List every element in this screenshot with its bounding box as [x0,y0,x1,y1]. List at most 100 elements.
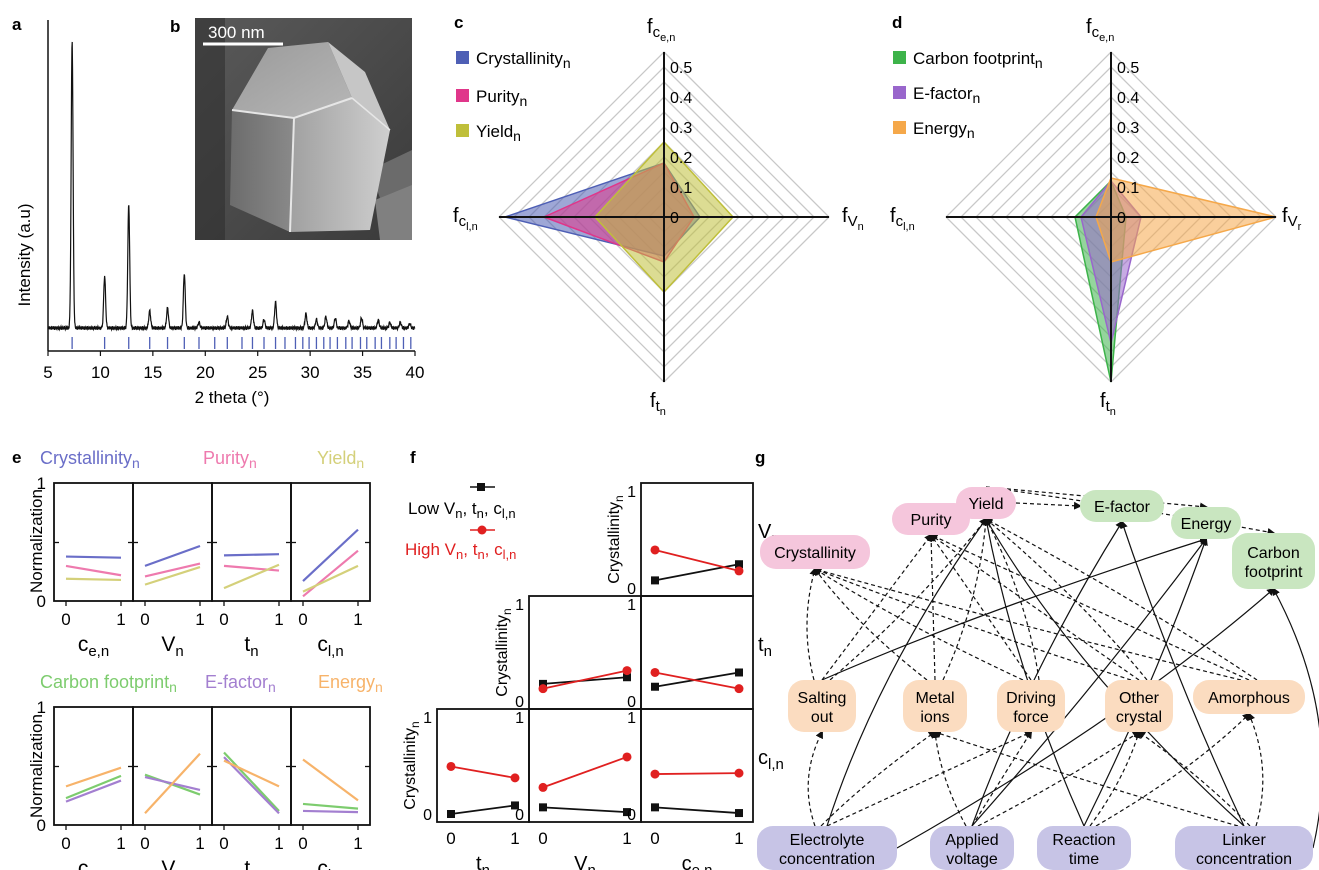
e-title-crystallinity: Crystallinityn [40,448,140,471]
g-node-carbon [1232,533,1315,589]
e-xvar-label: tn [244,633,258,660]
radar-tick-label: 0.1 [670,180,692,197]
f-col-label: tn [476,853,490,870]
radar-c-right-label: fVn [842,205,864,233]
panel-e-grid: 01ce,n01Vn01tn01cl,n0101ce,n01Vn01tn01cl… [37,474,371,870]
g-node-voltage [930,826,1014,870]
f-high-point [734,684,744,694]
e-xtick-label: 1 [274,610,283,629]
e-series-line [302,809,359,814]
a-xtick-label: 30 [301,363,320,382]
g-edge [1095,712,1251,827]
e-series-line [302,549,359,598]
g-node-crystallinity [760,535,870,569]
g-edge [807,730,823,827]
e-series-line [144,544,201,567]
f-high-point [650,667,660,677]
e-series-line [65,564,122,577]
f-xtick-label: 0 [446,829,455,848]
g-node-salting [788,680,856,732]
f-high-point [538,782,548,792]
f-high-point [734,566,744,576]
legend-efactor: E-factorn [913,84,980,106]
e-xtick-label: 1 [195,610,204,629]
g-node-yield [956,487,1016,519]
f-high-point [734,768,744,778]
legend-swatch-purity [456,89,469,102]
panel-c-axis-labels: fce,n fVn ftn fcl,n [453,16,864,418]
e-xtick-label: 0 [140,610,149,629]
g-edge [806,567,818,681]
legend-swatch-efactor [893,86,906,99]
e-xvar-label: ce,n [78,633,109,660]
radar-tick-label: 0.2 [1117,150,1139,167]
e-ytick-label: 0 [37,592,46,611]
g-node-linker [1175,826,1313,870]
f-ytick-label: 0 [423,807,432,824]
g-node-efactor [1080,490,1164,522]
legend-energy: Energyn [913,119,975,141]
legend-swatch-yield [456,124,469,137]
g-node-label-metal: Metal ions [915,690,954,726]
f-high-line [450,765,516,779]
legend-carbon: Carbon footprintn [913,49,1043,71]
e-subplot-frame [211,706,292,826]
e-series-line [302,758,359,802]
panel-g-edges [806,486,1319,849]
f-ytick-label: 0 [515,694,524,711]
g-edge [977,730,1141,827]
f-low-point [651,682,659,691]
g-edge [931,730,967,827]
e-bottom-ylabel: Normalization [27,714,46,818]
radar-c-top-label: fce,n [647,16,675,44]
panel-f-legend: Low Vn, tn, cl,n High Vn, tn, cl,n [405,483,516,562]
f-low-point [539,679,547,688]
e-title-purity: Purityn [203,448,257,471]
e-subplot-frame [132,706,213,826]
e-series-line [223,756,280,815]
legend-swatch-energy [893,121,906,134]
e-title-energy: Energyn [318,672,383,695]
g-edge [933,730,1239,827]
e-xtick-label: 0 [298,610,307,629]
e-series-line [65,774,122,800]
panel-g-nodes: Crystallinity Purity Yield E-factor Energy Ca… [757,487,1315,870]
g-edge [826,730,1033,827]
f-low-line [450,804,516,815]
e-xtick-label: 1 [116,610,125,629]
g-node-time [1037,826,1131,870]
xrd-pattern-line [47,41,416,332]
e-series-line [144,562,201,578]
f-high-point [446,761,456,771]
f-low-line [542,806,628,813]
radar-tick-label: 0.4 [1117,90,1139,107]
g-node-label-time: Reaction time [1052,832,1115,868]
f-col-label: ce,n [682,853,713,870]
e-series-line [144,566,201,586]
f-low-line [542,676,628,685]
legend-high: High Vn, tn, cl,n [405,540,516,562]
g-edge [984,517,1245,827]
radar-d-left-label: fcl,n [890,205,915,233]
panel-letter-a: a [12,15,22,34]
e-xtick-label: 1 [274,834,283,853]
g-node-amorphous [1193,680,1305,714]
a-xtick-label: 20 [196,363,215,382]
f-low-point [539,803,547,812]
g-node-label-purity: Purity [911,512,952,529]
e-xtick-label: 0 [219,834,228,853]
radar-tick-label: 0.1 [1117,180,1139,197]
g-node-label-yield: Yield [969,496,1004,513]
e-series-line [302,528,359,582]
radar-c-left-label: fcl,n [453,205,478,233]
g-edge [821,533,933,681]
e-series-line [223,553,280,557]
e-xtick-label: 1 [353,610,362,629]
panel-letter-f: f [410,448,416,467]
g-edge [984,518,1258,681]
g-edge [1089,730,1142,827]
g-node-label-linker: Linker concentration [1196,832,1292,868]
panel-f-grid: 0101010101tn0101Vn0101ce,nVntncl,nCrysta… [402,482,784,870]
a-xtick-label: 35 [353,363,372,382]
